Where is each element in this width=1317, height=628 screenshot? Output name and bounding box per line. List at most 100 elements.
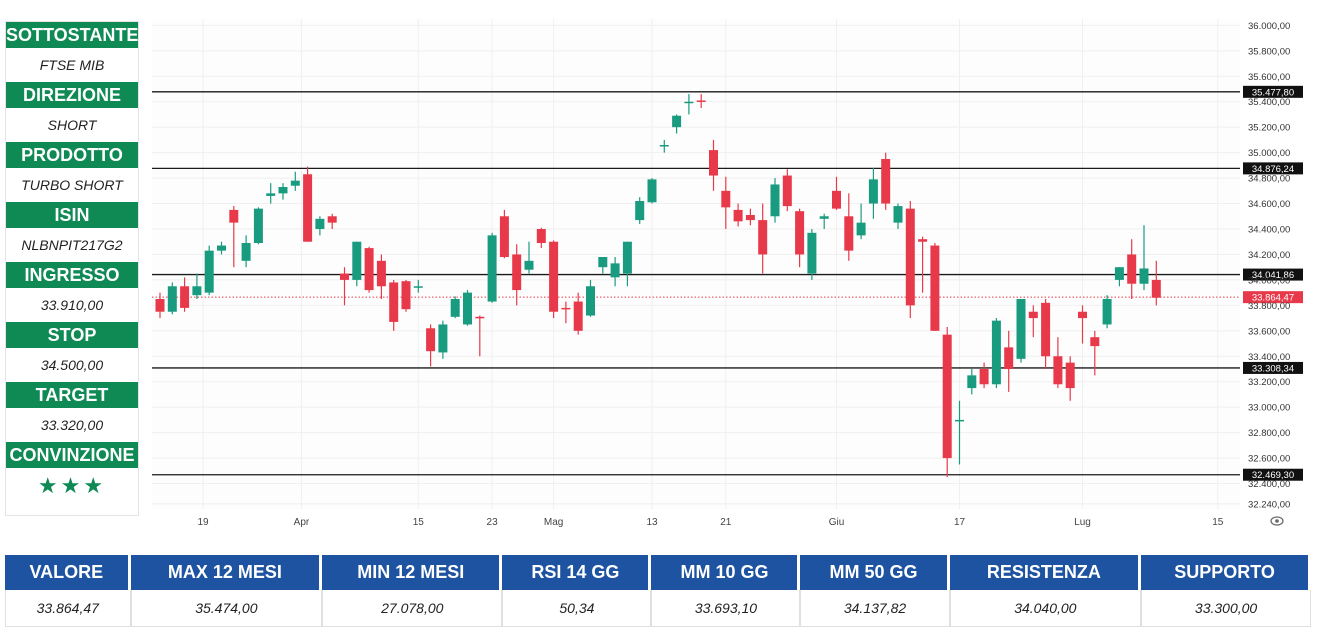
x-tick-label: Lug — [1074, 517, 1091, 528]
candle-body — [782, 175, 792, 207]
candle — [819, 213, 829, 229]
y-tick-label: 33.600,00 — [1248, 326, 1290, 337]
x-tick-label: 15 — [413, 517, 425, 528]
trade-info-panel: SOTTOSTANTE FTSE MIB DIREZIONE SHORT PRODOTT… — [5, 21, 139, 516]
stats-value: 35.474,00 — [130, 590, 323, 627]
candle — [807, 229, 817, 280]
candle — [918, 236, 928, 293]
level-label-box — [1243, 268, 1303, 281]
stats-value: 34.040,00 — [949, 590, 1142, 627]
candle — [524, 241, 534, 274]
candle — [647, 178, 657, 204]
candle-body — [1078, 311, 1087, 319]
candle — [905, 201, 915, 319]
candle — [413, 279, 423, 293]
candle — [930, 243, 940, 331]
candle — [290, 171, 300, 191]
candle-body — [1016, 299, 1026, 359]
candle — [967, 369, 977, 395]
candle — [684, 94, 694, 115]
panel-label: INGRESSO — [6, 262, 138, 288]
candle — [167, 282, 177, 315]
x-tick-label: Mag — [544, 517, 563, 528]
y-tick-label: 33.000,00 — [1248, 403, 1290, 414]
stats-table: VALORE MAX 12 MESI MIN 12 MESI RSI 14 GG MM … — [5, 555, 1311, 627]
candle — [782, 169, 792, 212]
candle — [635, 197, 645, 224]
candle-body — [696, 100, 706, 102]
candle — [401, 279, 411, 312]
candle-body — [573, 301, 583, 331]
candle-body — [918, 239, 928, 242]
y-tick-label: 35.600,00 — [1248, 72, 1290, 83]
panel-value: 33.320,00 — [40, 417, 104, 433]
last-price-label: 33.864,47 — [1252, 293, 1294, 304]
candle-body — [1041, 302, 1051, 357]
level-label: 34.876,24 — [1252, 164, 1294, 175]
candle-body — [192, 286, 202, 296]
y-tick-label: 35.200,00 — [1248, 123, 1290, 134]
candle — [1053, 337, 1063, 389]
candle-body — [856, 222, 866, 236]
candle — [303, 166, 313, 242]
candle — [1016, 299, 1026, 363]
candle-body — [979, 369, 989, 385]
candle — [278, 183, 288, 200]
candle — [745, 208, 755, 226]
candle — [770, 178, 780, 223]
candle-body — [463, 292, 472, 325]
candle-body — [930, 245, 940, 331]
level-label: 34.041,86 — [1252, 270, 1294, 281]
y-tick-label: 35.400,00 — [1248, 97, 1290, 108]
candle-body — [1028, 311, 1038, 319]
level-label-box — [1243, 361, 1303, 374]
candle — [549, 240, 559, 319]
x-tick-label: Giu — [829, 517, 845, 528]
candle-body — [832, 190, 841, 209]
level-label: 33.308,34 — [1252, 363, 1294, 374]
candle — [1139, 225, 1149, 291]
eye-icon[interactable] — [1270, 516, 1284, 526]
candle-body — [327, 216, 337, 223]
candle-body — [1114, 267, 1124, 280]
candle — [438, 320, 448, 359]
panel-label: CONVINZIONE — [6, 442, 138, 468]
candle-body — [1090, 337, 1100, 347]
candle — [376, 254, 386, 299]
last-price-box — [1243, 291, 1303, 304]
level-label: 35.477,80 — [1252, 87, 1294, 98]
candle-body — [807, 232, 817, 274]
candle-body — [536, 229, 546, 243]
candle-body — [426, 328, 436, 352]
panel-label: PRODOTTO — [6, 142, 138, 168]
candle — [561, 301, 571, 324]
candle — [979, 362, 989, 389]
candle-body — [635, 201, 645, 221]
candle — [622, 241, 632, 287]
candle — [463, 290, 472, 326]
panel-label: DIREZIONE — [6, 82, 138, 108]
candle — [389, 279, 399, 331]
candle — [426, 324, 436, 367]
candle-body — [610, 263, 620, 278]
candle-body — [241, 243, 251, 261]
candle-body — [512, 254, 522, 291]
candle-body — [167, 286, 177, 312]
level-label-box — [1243, 162, 1303, 175]
x-tick-label: 23 — [487, 517, 499, 528]
candle-body — [622, 241, 632, 274]
candle — [733, 203, 743, 227]
candle — [881, 152, 891, 210]
candle — [844, 193, 854, 261]
candle-body — [450, 299, 460, 317]
candle-body — [733, 209, 743, 222]
candle — [598, 257, 608, 274]
panel-value: TURBO SHORT — [21, 177, 123, 193]
candle-body — [438, 324, 448, 353]
candle — [229, 206, 239, 268]
candle — [352, 241, 362, 287]
candle — [340, 267, 349, 306]
candle-body — [475, 316, 485, 319]
candle-body — [549, 241, 559, 312]
candle-body — [758, 220, 768, 255]
